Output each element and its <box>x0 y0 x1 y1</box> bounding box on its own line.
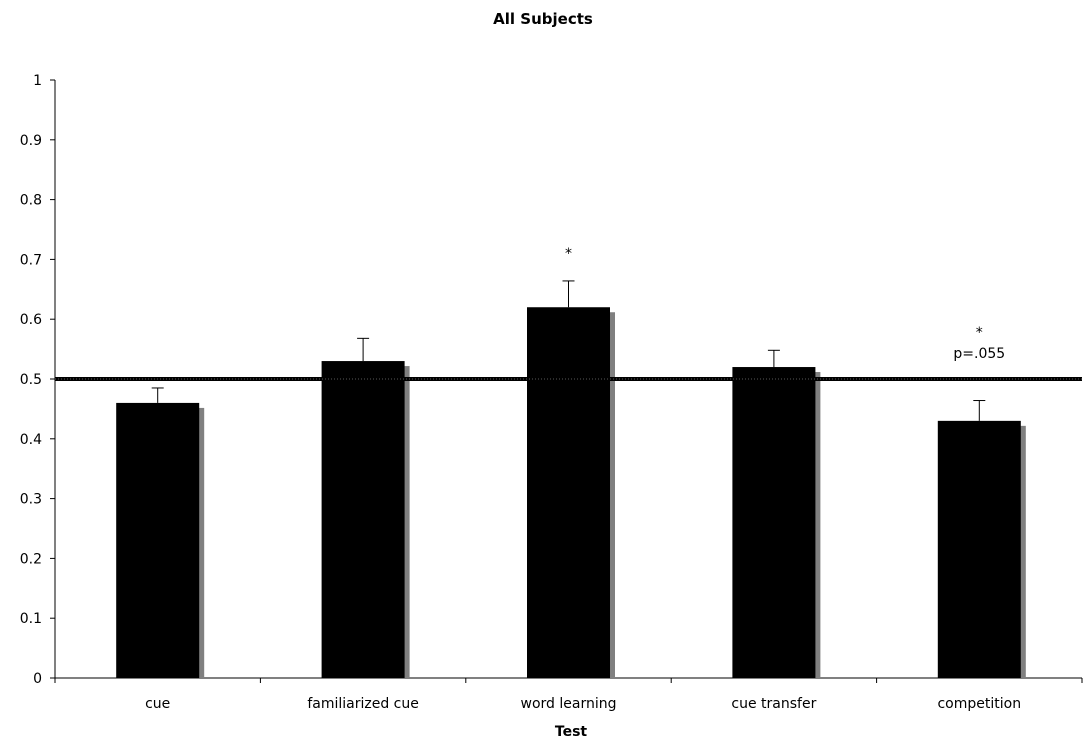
annotation-text: * <box>976 325 983 341</box>
plot-area: 0 0.1 0.2 0.3 0.4 0.5 0.6 0.7 0.8 0.9 1 cue familiar… <box>20 73 1083 712</box>
y-tick-label: 0.5 <box>20 372 42 388</box>
x-category-label: familiarized cue <box>307 696 419 712</box>
bar <box>321 361 405 678</box>
x-category-label: word learning <box>521 696 617 712</box>
y-tick-label: 0 <box>33 671 42 687</box>
y-tick-label: 0.9 <box>20 133 42 149</box>
x-category-label: cue transfer <box>731 696 816 712</box>
bar <box>527 307 610 678</box>
y-tick-label: 0.1 <box>20 611 42 627</box>
y-tick-label: 0.3 <box>20 492 42 508</box>
bar <box>937 420 1021 678</box>
x-axis-title: Test <box>555 724 588 740</box>
bar <box>732 367 816 678</box>
y-tick-label: 0.6 <box>20 312 42 328</box>
bar <box>116 402 200 678</box>
y-tick-label: 0.8 <box>20 193 42 209</box>
annotation-text: * <box>565 246 572 262</box>
x-category-label: competition <box>937 696 1021 712</box>
y-tick-label: 0.2 <box>20 551 42 567</box>
chart-title: All Subjects <box>493 10 593 28</box>
y-tick-label: 0.7 <box>20 252 42 268</box>
annotation-text: p=.055 <box>953 346 1005 362</box>
y-tick-label: 0.4 <box>20 432 42 448</box>
y-tick-label: 1 <box>33 73 42 89</box>
x-category-label: cue <box>145 696 170 712</box>
